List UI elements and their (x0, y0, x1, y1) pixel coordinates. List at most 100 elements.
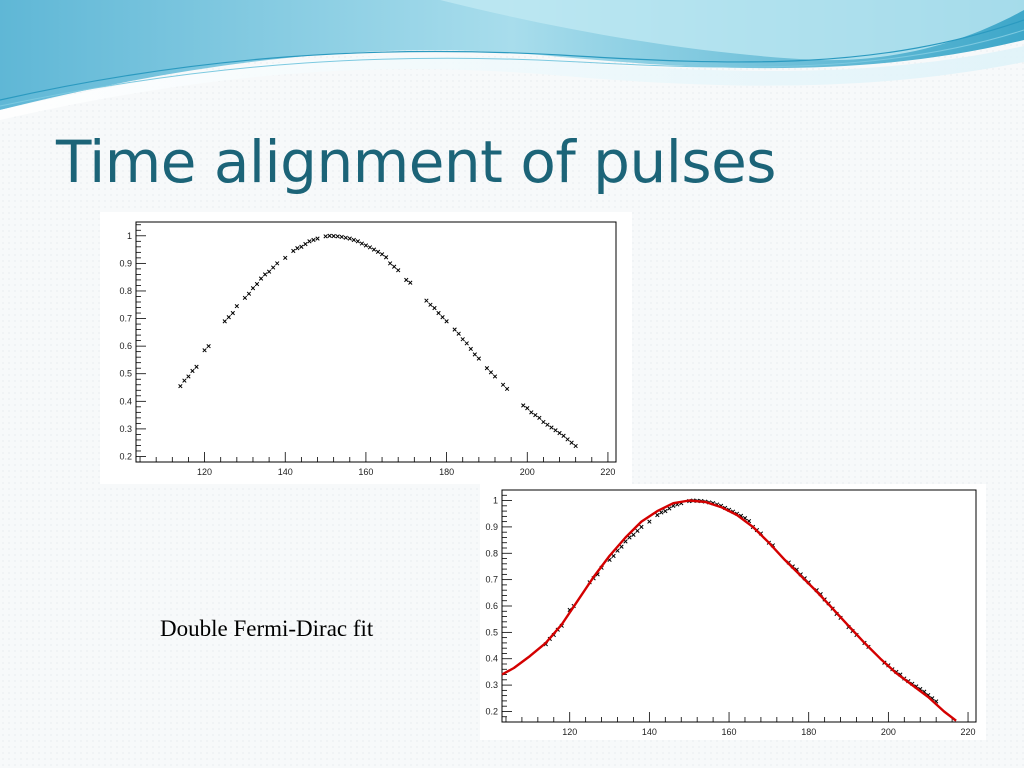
marker-stroke (178, 383, 183, 389)
data-point-marker (468, 346, 473, 352)
y-tick-label: 0.9 (119, 258, 132, 268)
x-tick-label: 160 (722, 727, 737, 737)
marker-stroke (569, 440, 574, 445)
marker-stroke (464, 341, 469, 346)
x-tick-label: 120 (562, 727, 577, 737)
marker-stroke (663, 508, 668, 514)
data-point-marker (331, 233, 336, 239)
data-point-marker (270, 265, 276, 270)
y-tick-label: 0.6 (119, 341, 132, 351)
marker-stroke (275, 261, 280, 266)
marker-stroke (387, 261, 393, 266)
marker-stroke (647, 519, 652, 524)
plot-frame (135, 221, 617, 463)
data-point-marker (464, 341, 469, 346)
x-tick-label: 180 (439, 467, 454, 477)
y-tick-label: 0.6 (485, 601, 498, 611)
x-tick-label: 220 (600, 467, 615, 477)
data-point-marker (460, 337, 465, 342)
x-tick-label: 220 (961, 727, 976, 737)
marker-stroke (408, 280, 413, 285)
data-point-marker (533, 412, 538, 418)
marker-stroke (619, 544, 624, 549)
marker-stroke (573, 443, 578, 449)
marker-stroke (424, 298, 429, 303)
marker-stroke (492, 374, 498, 379)
marker-stroke (295, 246, 300, 251)
data-point-marker (391, 264, 397, 269)
marker-stroke (436, 310, 441, 316)
data-point-marker (404, 277, 409, 283)
data-point-marker (363, 243, 369, 248)
marker-stroke (371, 247, 377, 252)
data-point-marker (428, 302, 433, 307)
marker-stroke (488, 370, 494, 375)
data-point-marker (258, 276, 264, 281)
marker-stroke (484, 366, 490, 371)
y-tick-label: 0.5 (119, 369, 132, 379)
marker-stroke (363, 243, 369, 248)
data-point-marker (234, 303, 239, 309)
fit-caption: Double Fermi-Dirac fit (160, 616, 374, 641)
data-point-marker (379, 252, 385, 257)
data-point-marker (311, 237, 316, 243)
data-point-marker (565, 437, 570, 442)
data-point-marker (500, 382, 506, 387)
y-tick-label: 0.2 (485, 706, 498, 716)
data-point-marker (347, 236, 352, 241)
marker-stroke (323, 234, 328, 239)
marker-stroke (428, 302, 433, 307)
data-point-marker (396, 268, 401, 273)
y-tick-label: 0.9 (485, 522, 498, 532)
marker-stroke (595, 572, 600, 577)
data-point-marker (667, 506, 672, 511)
marker-stroke (659, 510, 664, 515)
data-point-marker (275, 261, 280, 266)
data-point-marker (383, 255, 389, 260)
marker-stroke (258, 276, 264, 281)
fit-plot-canvas: 0.2 0.3 0.4 0.5 0.6 0.7 0.8 0.9 1 120 140 160 180 200… (485, 489, 977, 737)
marker-stroke (367, 245, 373, 250)
fit-curve-line (501, 499, 957, 722)
marker-stroke (202, 348, 207, 353)
x-tick-label: 200 (520, 467, 535, 477)
data-point-marker (504, 386, 510, 392)
marker-stroke (607, 557, 612, 563)
data-point-marker (315, 236, 320, 241)
data-point-marker (444, 319, 449, 324)
marker-stroke (561, 433, 566, 438)
marker-stroke (476, 356, 482, 361)
data-point-marker (182, 378, 187, 383)
data-point-marker (250, 286, 256, 291)
marker-stroke (266, 269, 272, 274)
marker-stroke (254, 281, 260, 287)
data-point-marker (222, 319, 227, 324)
marker-stroke (623, 539, 628, 544)
marker-stroke (331, 233, 336, 239)
x-tick-label: 120 (197, 467, 212, 477)
marker-stroke (655, 512, 660, 518)
marker-stroke (303, 241, 308, 247)
data-point-marker (246, 291, 252, 296)
data-point-marker (359, 241, 365, 246)
data-point-marker (291, 248, 296, 254)
marker-stroke (404, 277, 409, 283)
marker-stroke (339, 234, 344, 240)
marker-stroke (311, 237, 316, 243)
data-point-marker (254, 281, 260, 287)
data-point-marker (299, 244, 304, 249)
data-point-marker (436, 310, 441, 316)
data-point-marker (351, 237, 356, 243)
data-point-marker (440, 315, 445, 320)
fermi-dirac-fit-plot: 0.2 0.3 0.4 0.5 0.6 0.7 0.8 0.9 1 120 140 160 180 200… (480, 484, 986, 740)
data-point-marker (663, 508, 668, 514)
marker-stroke (222, 319, 227, 324)
marker-stroke (545, 422, 550, 427)
marker-stroke (456, 331, 461, 336)
marker-stroke (500, 382, 506, 387)
data-point-marker (553, 428, 558, 433)
x-tick-label: 160 (358, 467, 373, 477)
marker-stroke (270, 265, 276, 270)
marker-stroke (611, 553, 616, 559)
data-point-marker (226, 315, 231, 320)
